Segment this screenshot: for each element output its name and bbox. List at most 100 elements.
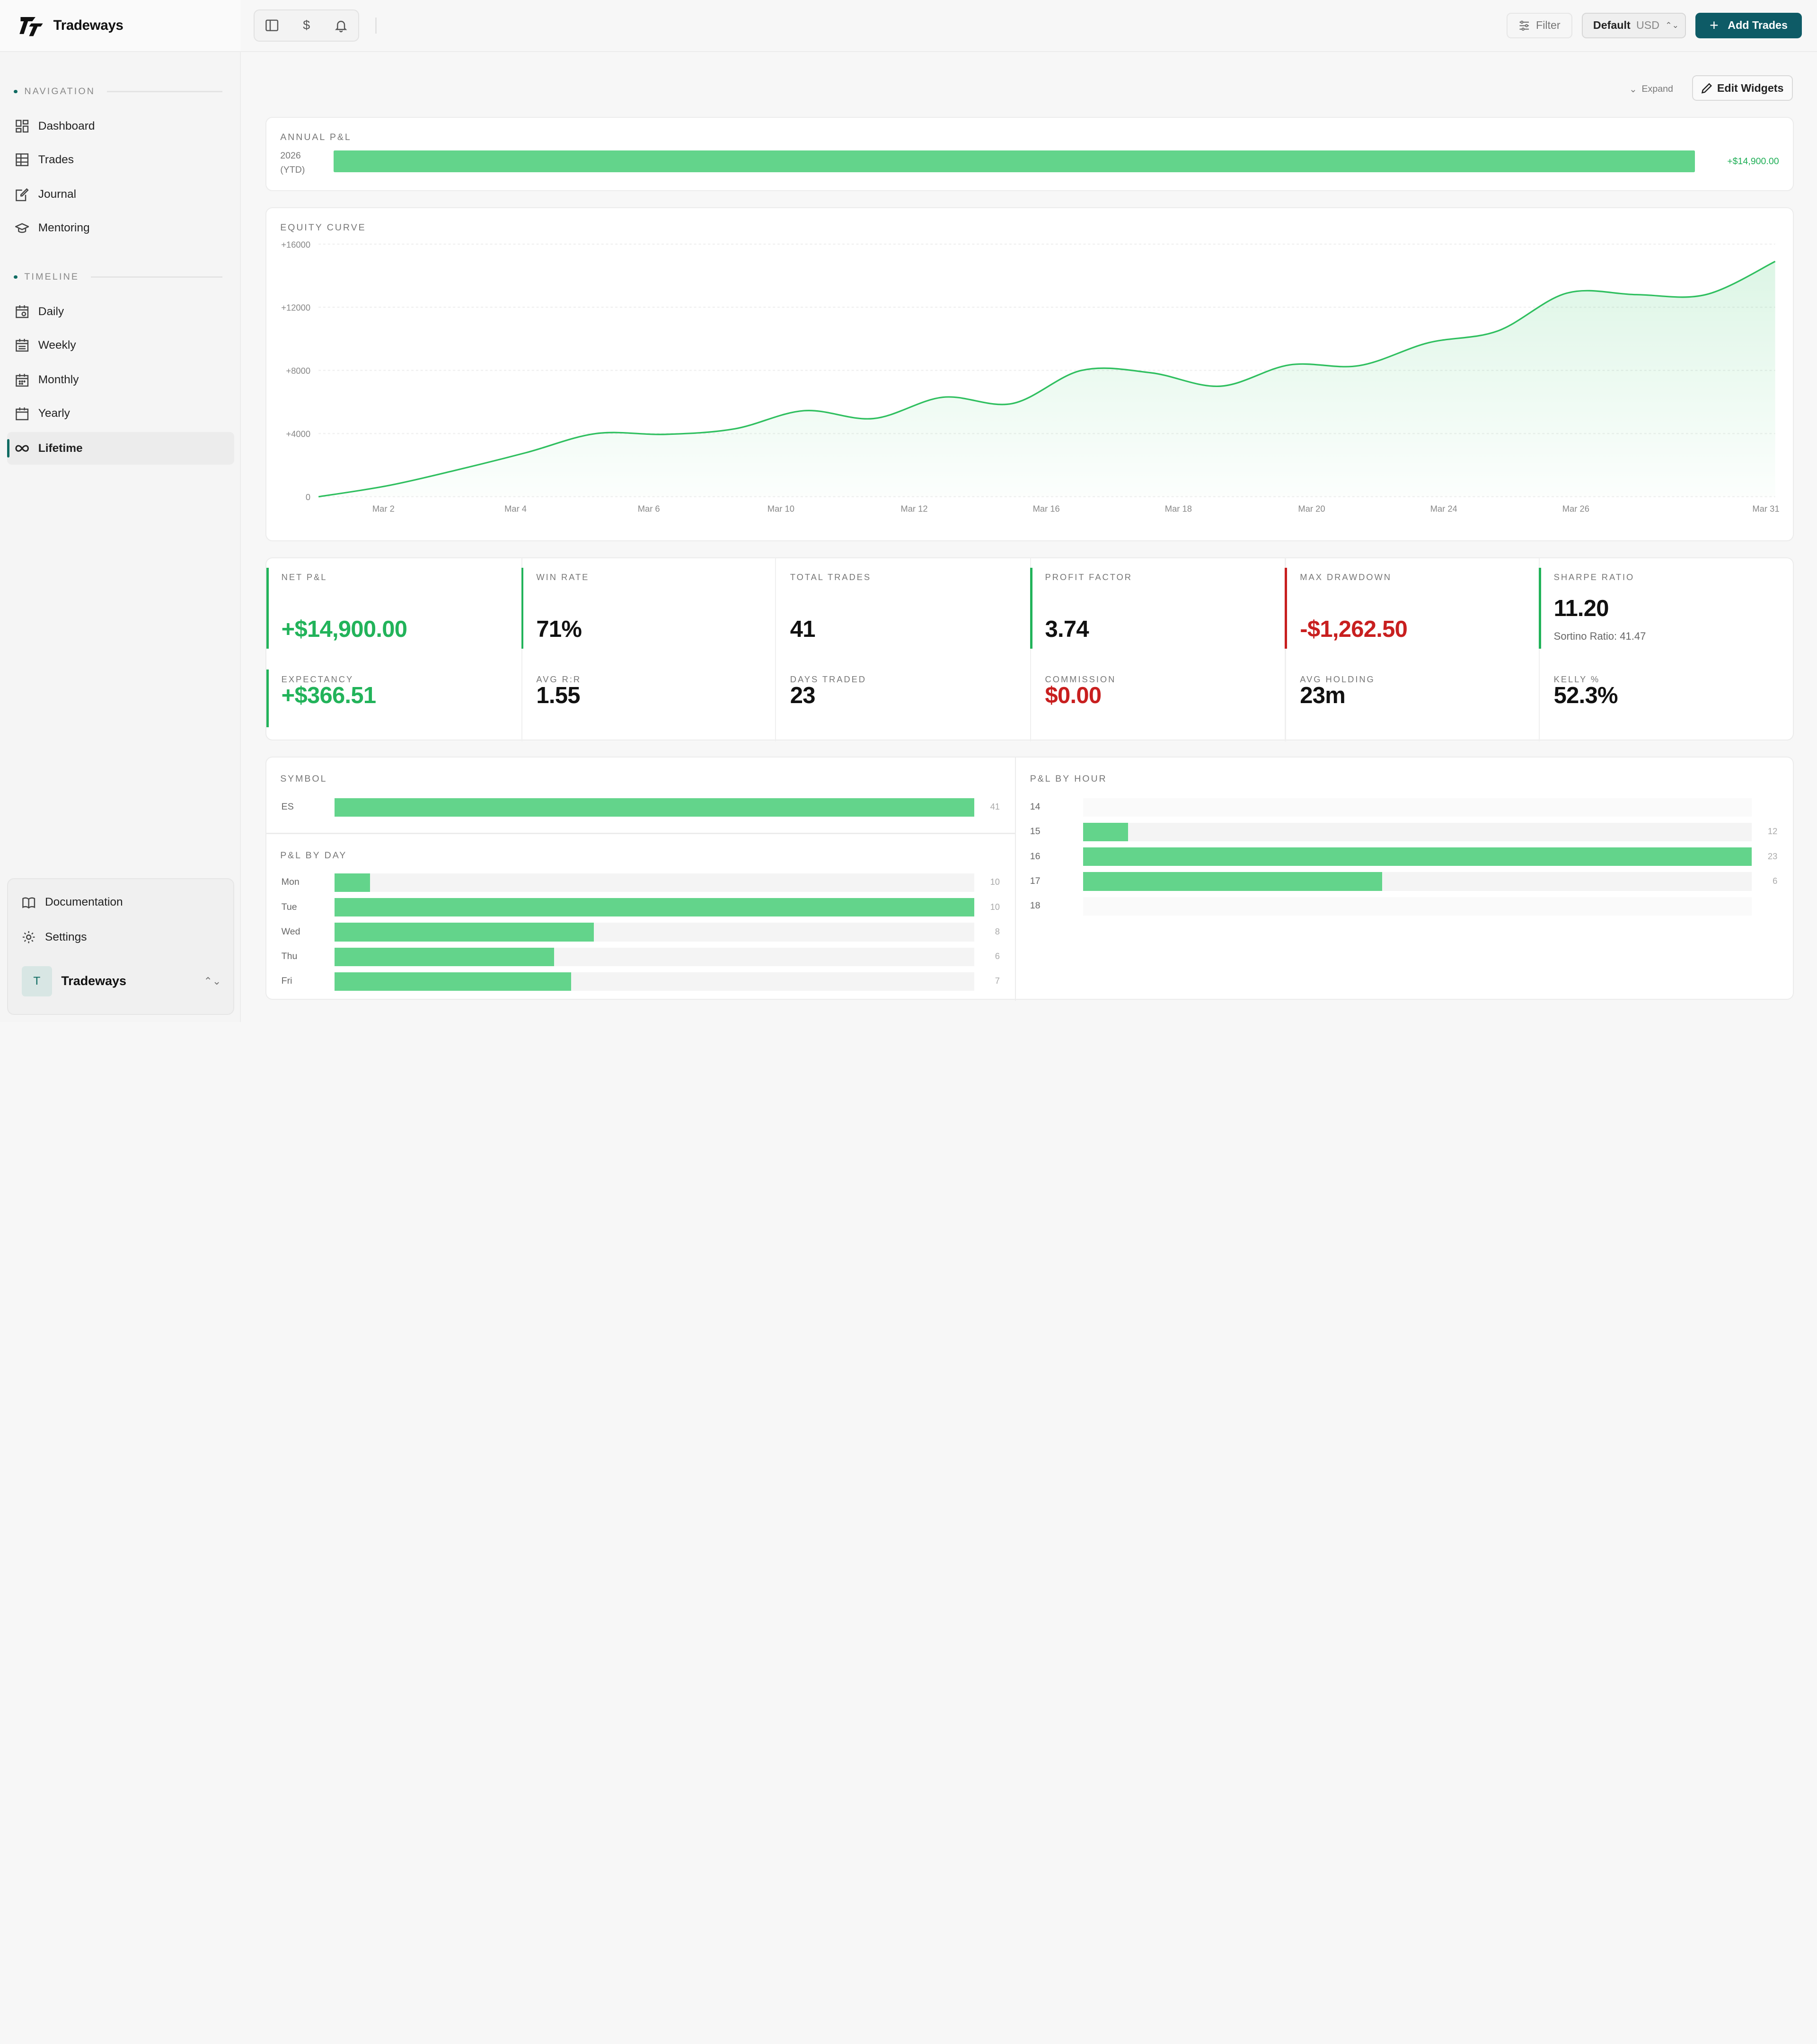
sidebar-item-trades[interactable]: Trades bbox=[7, 144, 234, 176]
sidebar-item-journal[interactable]: Journal bbox=[7, 178, 234, 211]
workspace-switcher[interactable]: T Tradeways ⌃⌄ bbox=[22, 965, 221, 998]
documentation-link[interactable]: Documentation bbox=[22, 891, 123, 914]
stat-commission: COMMISSION $0.00 bbox=[1030, 660, 1284, 741]
sidebar-item-label: Mentoring bbox=[38, 221, 90, 235]
bar-row: Thu 6 bbox=[281, 947, 1002, 966]
currency-code: USD bbox=[1636, 19, 1660, 32]
x-tick-label: Mar 4 bbox=[504, 504, 527, 514]
bar-fill bbox=[335, 947, 554, 966]
stat-label: COMMISSION bbox=[1045, 674, 1116, 684]
stat-label: TOTAL TRADES bbox=[790, 572, 872, 582]
currency-profile: Default bbox=[1593, 19, 1631, 32]
stat-label: NET P&L bbox=[281, 572, 327, 582]
filter-button[interactable]: Filter bbox=[1506, 12, 1573, 38]
calendar-year-icon bbox=[15, 407, 29, 421]
stat-value: -$1,262.50 bbox=[1300, 617, 1408, 643]
stat-accent bbox=[521, 567, 524, 649]
calendar-day-icon bbox=[15, 305, 29, 318]
sidebar-item-monthly[interactable]: Monthly bbox=[7, 364, 234, 396]
stat-value: 11.20 bbox=[1553, 596, 1609, 622]
stat-days-traded: DAYS TRADED 23 bbox=[775, 660, 1029, 741]
section-dot bbox=[14, 89, 18, 94]
toggle-sidebar-button[interactable] bbox=[255, 10, 289, 41]
stat-value: 52.3% bbox=[1553, 682, 1618, 708]
filter-label: Filter bbox=[1536, 19, 1561, 32]
section-divider bbox=[106, 91, 223, 92]
expand-toggle[interactable]: ⌄ Expand bbox=[1629, 81, 1673, 97]
bell-icon bbox=[335, 21, 347, 33]
stat-profit-factor: PROFIT FACTOR 3.74 bbox=[1030, 558, 1284, 661]
bar-label: Thu bbox=[281, 951, 298, 961]
section-navigation-label: NAVIGATION bbox=[24, 86, 96, 97]
section-timeline-label: TIMELINE bbox=[24, 271, 79, 282]
stat-subtext: Sortino Ratio: 41.47 bbox=[1553, 630, 1646, 642]
bar-label: Wed bbox=[281, 926, 300, 937]
bar-row: 17 6 bbox=[1030, 872, 1781, 891]
calendar-month-icon bbox=[15, 373, 29, 387]
notifications-button[interactable] bbox=[324, 10, 358, 41]
bar-label: 17 bbox=[1030, 875, 1041, 886]
stat-value: +$14,900.00 bbox=[281, 617, 407, 643]
sidebar-item-label: Weekly bbox=[38, 338, 76, 352]
bar-label: 18 bbox=[1030, 900, 1041, 911]
stat-accent bbox=[1030, 567, 1032, 649]
bar-count: 7 bbox=[995, 976, 1000, 986]
bar-count: 41 bbox=[990, 802, 1000, 812]
sidebar-item-daily[interactable]: Daily bbox=[7, 295, 234, 328]
breakdown-divider bbox=[266, 833, 1015, 834]
sidebar-item-label: Monthly bbox=[38, 373, 79, 387]
sidebar-item-mentoring[interactable]: Mentoring bbox=[7, 212, 234, 245]
equity-curve-chart: 0 +4000 +8000 +12000 +16000 Mar 2 Mar 4 Mar 6 Ma… bbox=[281, 240, 1779, 514]
bar-count: 6 bbox=[1773, 875, 1778, 886]
pnl-by-day-title: P&L BY DAY bbox=[280, 850, 347, 861]
annual-pnl-card: ANNUAL P&L 2026 (YTD) +$14,900.00 bbox=[265, 117, 1794, 192]
bar-track bbox=[1083, 897, 1752, 916]
stat-label: SHARPE RATIO bbox=[1553, 572, 1635, 582]
sidebar-item-lifetime[interactable]: Lifetime bbox=[7, 432, 234, 465]
stat-avg-r-r: AVG R:R 1.55 bbox=[521, 660, 775, 741]
bar-row: Tue 10 bbox=[282, 898, 1002, 917]
section-dot bbox=[14, 275, 18, 279]
sidebar-item-label: Yearly bbox=[38, 407, 70, 420]
bar-fill bbox=[335, 923, 594, 942]
stat-win-rate: WIN RATE 71% bbox=[521, 558, 775, 661]
dashboard-icon bbox=[15, 119, 29, 133]
chevron-down-icon: ⌄ bbox=[1629, 84, 1637, 95]
stat-accent bbox=[266, 567, 269, 649]
bar-row: 16 23 bbox=[1030, 847, 1781, 866]
stat-expectancy: EXPECTANCY +$366.51 bbox=[266, 660, 520, 741]
top-bar: $ Filter Default USD ⌃⌄ + Add Trades bbox=[241, 0, 1817, 53]
stat-max-drawdown: MAX DRAWDOWN -$1,262.50 bbox=[1285, 558, 1538, 661]
documentation-label: Documentation bbox=[45, 896, 123, 909]
currency-button[interactable]: $ bbox=[289, 10, 324, 41]
bar-count: 23 bbox=[1767, 851, 1778, 861]
sidebar-item-yearly[interactable]: Yearly bbox=[7, 397, 234, 430]
stat-value: 23m bbox=[1300, 682, 1346, 708]
journal-icon bbox=[15, 188, 29, 202]
stat-divider bbox=[1030, 660, 1032, 741]
sidebar-item-label: Dashboard bbox=[38, 119, 95, 132]
toolbar-divider bbox=[375, 17, 377, 34]
annual-year-value: 2026 bbox=[280, 150, 301, 161]
y-tick-label: +12000 bbox=[281, 303, 310, 313]
stat-value: 23 bbox=[790, 682, 816, 708]
x-tick-label: Mar 6 bbox=[638, 504, 660, 514]
stat-label: DAYS TRADED bbox=[790, 674, 866, 684]
chevron-up-down-icon: ⌃⌄ bbox=[1665, 20, 1679, 30]
settings-link[interactable]: Settings bbox=[22, 925, 87, 949]
sidebar-item-dashboard[interactable]: Dashboard bbox=[7, 110, 234, 143]
sidebar-item-label: Lifetime bbox=[38, 441, 83, 455]
section-timeline: TIMELINE bbox=[14, 270, 223, 284]
plus-icon: + bbox=[1710, 16, 1719, 34]
book-icon bbox=[22, 897, 35, 908]
stat-value: 71% bbox=[536, 617, 582, 643]
sidebar-item-weekly[interactable]: Weekly bbox=[7, 329, 234, 362]
stat-value: 1.55 bbox=[536, 682, 580, 708]
annual-pnl-value: +$14,900.00 bbox=[1727, 156, 1779, 167]
add-trades-button[interactable]: + Add Trades bbox=[1695, 12, 1802, 38]
currency-select[interactable]: Default USD ⌃⌄ bbox=[1581, 12, 1686, 38]
edit-widgets-button[interactable]: Edit Widgets bbox=[1692, 75, 1793, 101]
stat-accent bbox=[266, 670, 269, 728]
bar-row: ES 41 bbox=[282, 798, 1002, 817]
brand[interactable]: Tradeways bbox=[0, 0, 241, 53]
